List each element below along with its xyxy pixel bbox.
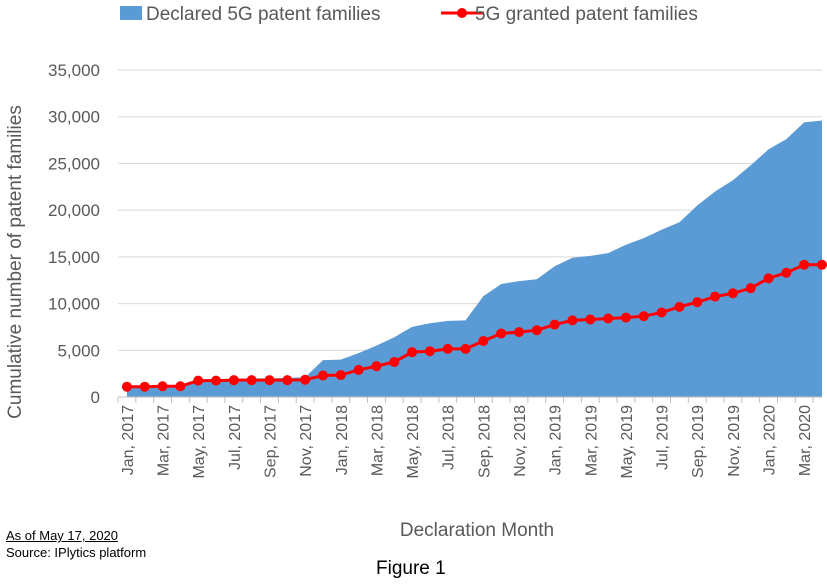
point-granted xyxy=(567,315,578,326)
point-granted xyxy=(656,307,667,318)
point-granted xyxy=(264,375,275,386)
x-tick-label: May, 2017 xyxy=(191,405,208,479)
y-tick-label: 25,000 xyxy=(48,154,100,173)
line-series xyxy=(121,259,827,392)
point-granted xyxy=(638,311,649,322)
legend-label-declared: Declared 5G patent families xyxy=(146,4,380,25)
point-granted xyxy=(121,381,132,392)
legend-swatch-declared xyxy=(120,6,142,20)
point-granted xyxy=(371,361,382,372)
point-granted xyxy=(335,370,346,381)
point-granted xyxy=(211,375,222,386)
x-tick-label: Jul, 2017 xyxy=(227,405,244,470)
point-granted xyxy=(228,375,239,386)
x-tick-label: Sep, 2019 xyxy=(690,405,707,478)
legend: Declared 5G patent families 5G granted p… xyxy=(120,4,698,25)
point-granted xyxy=(389,356,400,367)
point-granted xyxy=(549,319,560,330)
point-granted xyxy=(799,259,810,270)
y-tick-label: 15,000 xyxy=(48,248,100,267)
x-tick-label: Nov, 2018 xyxy=(512,405,529,477)
point-granted xyxy=(674,301,685,312)
point-granted xyxy=(710,291,721,302)
point-granted xyxy=(478,335,489,346)
x-tick-label: Mar, 2020 xyxy=(797,405,814,476)
y-tick-label: 35,000 xyxy=(48,61,100,80)
legend-marker-granted xyxy=(457,8,467,18)
point-granted xyxy=(620,312,631,323)
x-tick-label: Jan, 2017 xyxy=(120,405,137,475)
point-granted xyxy=(692,297,703,308)
point-granted xyxy=(514,327,525,338)
point-granted xyxy=(585,314,596,325)
point-granted xyxy=(424,346,435,357)
legend-label-granted: 5G granted patent families xyxy=(475,4,698,25)
x-tick-label: Sep, 2018 xyxy=(476,405,493,478)
x-tick-label: Nov, 2019 xyxy=(726,405,743,477)
point-granted xyxy=(139,381,150,392)
point-granted xyxy=(157,381,168,392)
point-granted xyxy=(763,273,774,284)
y-tick-label: 10,000 xyxy=(48,295,100,314)
point-granted xyxy=(460,343,471,354)
x-tick-label: Jul, 2019 xyxy=(655,405,672,470)
point-granted xyxy=(603,313,614,324)
x-tick-label: Jul, 2018 xyxy=(441,405,458,470)
y-tick-label: 0 xyxy=(91,388,100,407)
figure-caption: Figure 1 xyxy=(376,558,446,579)
x-axis-ticks: Jan, 2017 Mar, 2017 May, 2017 Jul, 2017 Sep,… xyxy=(117,396,822,479)
x-tick-label: May, 2018 xyxy=(405,405,422,479)
x-axis-title: Declaration Month xyxy=(400,520,554,541)
point-granted xyxy=(246,375,257,386)
point-granted xyxy=(781,267,792,278)
y-tick-label: 20,000 xyxy=(48,201,100,220)
point-granted xyxy=(442,343,453,354)
source-note: Source: IPlytics platform xyxy=(6,545,147,560)
point-granted xyxy=(496,328,507,339)
y-axis-title: Cumulative number of patent families xyxy=(5,105,26,419)
point-granted xyxy=(193,375,204,386)
x-tick-label: Jan, 2019 xyxy=(548,405,565,475)
point-granted xyxy=(727,288,738,299)
x-tick-label: Mar, 2019 xyxy=(583,405,600,476)
point-granted xyxy=(175,381,186,392)
x-tick-label: Jan, 2018 xyxy=(334,405,351,475)
y-tick-label: 30,000 xyxy=(48,108,100,127)
point-granted xyxy=(282,375,293,386)
point-granted xyxy=(817,259,827,270)
x-tick-label: Sep, 2017 xyxy=(262,405,279,478)
y-tick-label: 5,000 xyxy=(57,341,100,360)
x-tick-label: Jan, 2020 xyxy=(762,405,779,475)
point-granted xyxy=(353,364,364,375)
area-series xyxy=(126,120,823,398)
area-declared xyxy=(126,120,823,398)
x-tick-label: Mar, 2017 xyxy=(156,405,173,476)
x-tick-label: May, 2019 xyxy=(619,405,636,479)
y-axis-ticks: 0 5,000 10,000 15,000 20,000 25,000 30,000 35,0… xyxy=(48,61,100,407)
x-tick-label: Mar, 2018 xyxy=(369,405,386,476)
point-granted xyxy=(407,347,418,358)
x-tick-label: Nov, 2017 xyxy=(298,405,315,477)
point-granted xyxy=(300,374,311,385)
point-granted xyxy=(317,370,328,381)
point-granted xyxy=(531,325,542,336)
point-granted xyxy=(745,283,756,294)
line-granted xyxy=(126,263,822,389)
as-of-note: As of May 17, 2020 xyxy=(6,528,119,543)
